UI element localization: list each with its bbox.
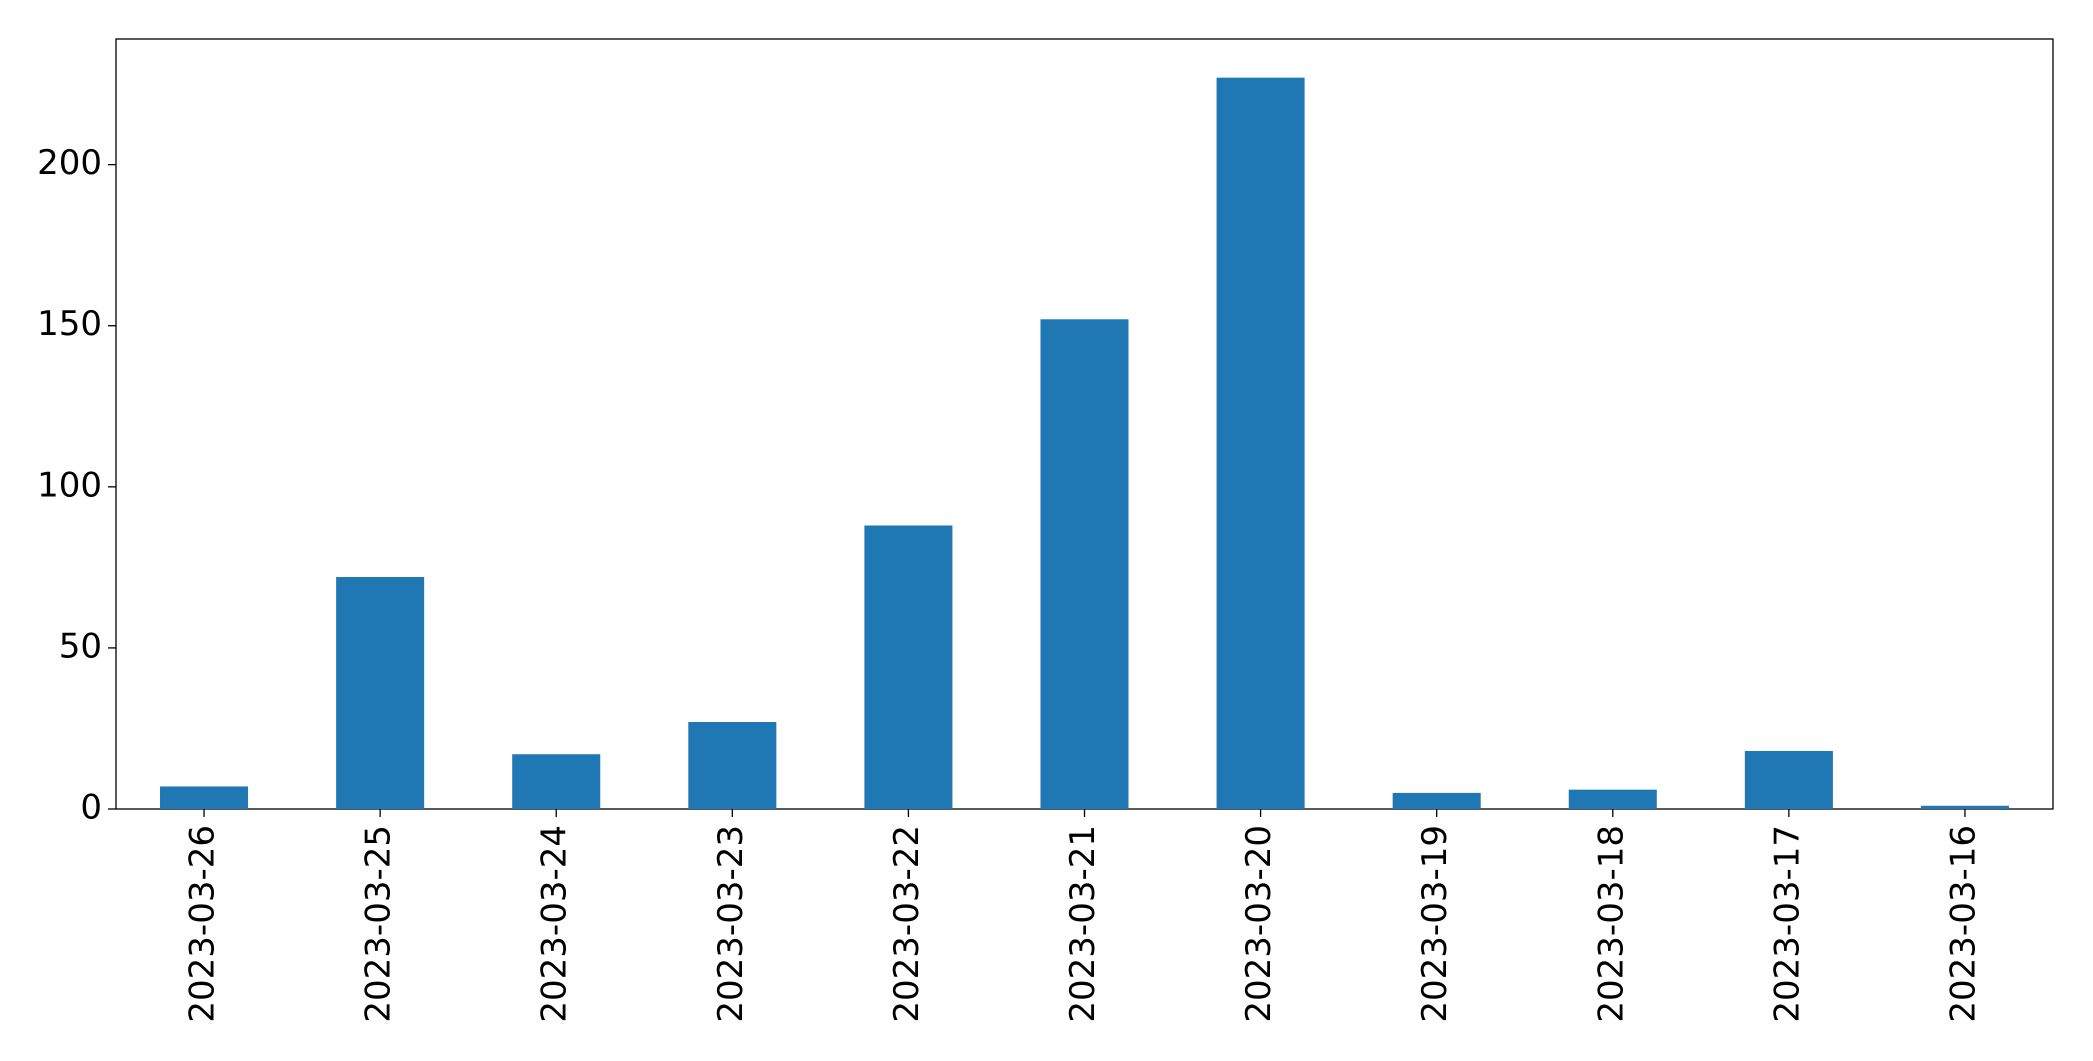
y-tick-label: 150 (37, 304, 102, 344)
bar (1216, 77, 1305, 810)
x-tick-label: 2023-03-20 (1239, 825, 1279, 1023)
bar (512, 754, 601, 809)
bar (160, 786, 249, 809)
bar (864, 525, 953, 809)
x-tick-label: 2023-03-23 (711, 825, 751, 1023)
y-tick-label: 50 (59, 626, 102, 666)
y-tick-label: 0 (80, 788, 102, 828)
bar (1920, 805, 2009, 809)
x-tick-label: 2023-03-24 (535, 825, 575, 1023)
bar (688, 722, 777, 809)
bar (1392, 792, 1481, 809)
y-tick-label: 100 (37, 465, 102, 505)
bar (1568, 789, 1657, 809)
x-tick-label: 2023-03-22 (887, 825, 927, 1023)
y-tick-label: 200 (37, 143, 102, 183)
x-tick-label: 2023-03-21 (1063, 825, 1103, 1023)
x-tick-label: 2023-03-26 (183, 825, 223, 1023)
bar (1744, 751, 1833, 809)
x-tick-label: 2023-03-19 (1415, 825, 1455, 1023)
x-tick-label: 2023-03-16 (1943, 825, 1983, 1023)
x-tick-label: 2023-03-17 (1767, 825, 1807, 1023)
x-tick-label: 2023-03-25 (359, 825, 399, 1023)
x-tick-label: 2023-03-18 (1591, 825, 1631, 1023)
bar (336, 577, 425, 809)
bar (1040, 319, 1129, 809)
